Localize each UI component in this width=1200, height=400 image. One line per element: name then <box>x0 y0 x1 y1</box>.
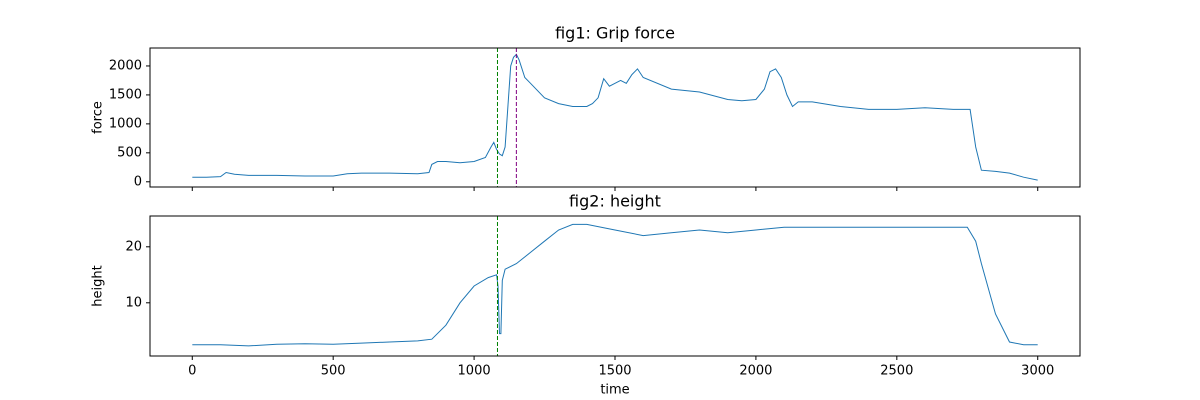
axes-frame <box>149 47 1081 188</box>
axes-frame <box>149 215 1081 357</box>
x-tick-label: 500 <box>321 364 346 379</box>
x-tick-label: 3000 <box>1021 364 1054 379</box>
x-tick-label: 2500 <box>880 364 913 379</box>
x-tick-label: 2000 <box>739 364 772 379</box>
y-tick-label: 20 <box>125 239 142 254</box>
data-line <box>192 223 1038 347</box>
data-line <box>192 53 1038 181</box>
x-axis-label: time <box>600 383 629 398</box>
axes-title: fig2: height <box>569 192 661 211</box>
axes-title: fig1: Grip force <box>555 24 675 43</box>
x-tick-label: 1000 <box>458 364 491 379</box>
y-tick-label: 0 <box>134 174 142 189</box>
y-tick-label: 1000 <box>109 116 142 131</box>
x-tick-label: 0 <box>188 364 196 379</box>
y-axis-label: force <box>91 101 106 134</box>
y-tick-label: 1500 <box>109 87 142 102</box>
y-tick-label: 500 <box>117 145 142 160</box>
y-axis-label: height <box>91 265 106 306</box>
x-tick-label: 1500 <box>598 364 631 379</box>
y-tick-label: 10 <box>125 295 142 310</box>
y-tick-label: 2000 <box>109 58 142 73</box>
